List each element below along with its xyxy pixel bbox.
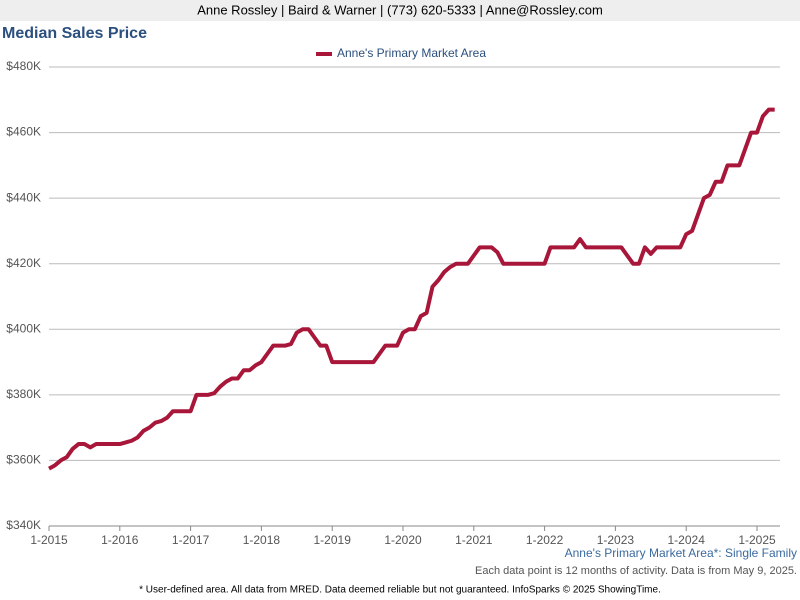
x-tick-label: 1-2018 [243, 533, 281, 547]
y-tick-label: $360K [6, 453, 41, 467]
x-tick-label: 1-2025 [738, 533, 776, 547]
legend-label: Anne's Primary Market Area [337, 46, 486, 60]
x-tick-label: 1-2024 [668, 533, 706, 547]
x-tick-label: 1-2016 [101, 533, 139, 547]
x-tick-label: 1-2015 [30, 533, 68, 547]
x-tick-label: 1-2020 [384, 533, 422, 547]
x-tick-label: 1-2023 [597, 533, 635, 547]
header: Anne Rossley | Baird & Warner | (773) 62… [197, 2, 603, 17]
chart-title: Median Sales Price [2, 25, 147, 42]
series-line [48, 107, 775, 471]
y-tick-label: $480K [6, 59, 41, 73]
footnote: * User-defined area. All data from MRED.… [139, 585, 661, 596]
y-tick-label: $400K [6, 321, 41, 335]
x-tick-label: 1-2019 [314, 533, 352, 547]
x-tick-label: 1-2017 [172, 533, 210, 547]
header-bar [0, 0, 800, 21]
y-tick-label: $340K [6, 518, 41, 532]
y-tick-label: $420K [6, 256, 41, 270]
subtitle: Anne's Primary Market Area*: Single Fami… [565, 546, 797, 560]
x-tick-label: 1-2021 [455, 533, 493, 547]
note: Each data point is 12 months of activity… [475, 565, 797, 577]
y-tick-label: $440K [6, 190, 41, 204]
y-tick-label: $380K [6, 387, 41, 401]
y-tick-label: $460K [6, 125, 41, 139]
x-tick-label: 1-2022 [526, 533, 564, 547]
